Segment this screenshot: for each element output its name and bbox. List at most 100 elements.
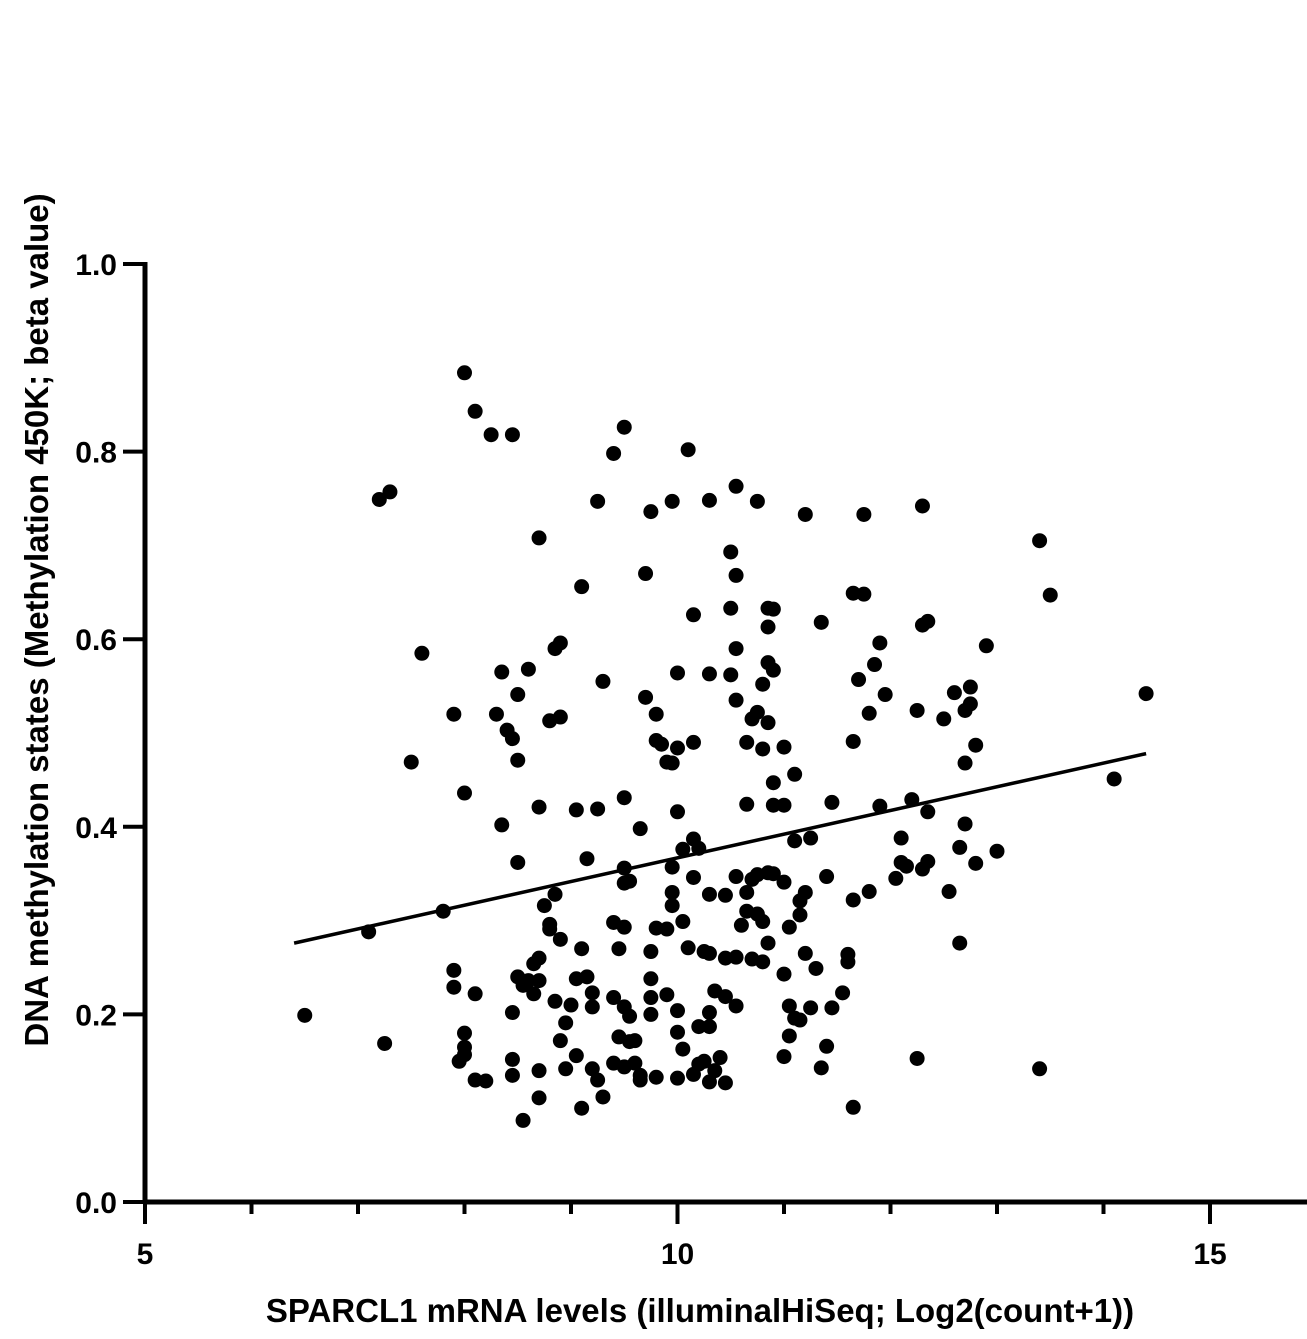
data-point xyxy=(909,1050,925,1066)
data-point xyxy=(520,661,536,677)
data-point xyxy=(457,785,472,801)
data-point xyxy=(536,898,552,914)
data-point xyxy=(531,1063,547,1079)
data-point xyxy=(504,1005,520,1021)
data-point xyxy=(531,1090,547,1106)
data-point xyxy=(835,985,851,1001)
data-point xyxy=(552,635,568,651)
data-point xyxy=(643,504,659,520)
data-point xyxy=(616,419,632,435)
data-point xyxy=(638,566,654,582)
data-point xyxy=(595,1089,611,1105)
x-axis-title: SPARCL1 mRNA levels (illuminalHiSeq; Log… xyxy=(266,1292,1134,1329)
y-tick-label: 0.6 xyxy=(75,624,117,657)
data-point xyxy=(579,851,595,867)
data-point xyxy=(733,917,749,933)
data-point xyxy=(792,893,808,909)
data-point xyxy=(377,1035,393,1051)
data-point xyxy=(606,1055,622,1071)
data-point xyxy=(914,861,930,877)
data-point xyxy=(749,704,765,720)
data-point xyxy=(776,874,792,890)
data-point xyxy=(414,645,430,661)
data-point xyxy=(664,884,680,900)
data-point xyxy=(622,1008,638,1024)
data-point xyxy=(648,1069,664,1085)
data-point xyxy=(685,607,701,623)
data-point xyxy=(872,635,888,651)
data-point xyxy=(787,766,803,782)
data-point xyxy=(941,884,957,900)
data-point xyxy=(819,1038,835,1054)
data-point xyxy=(728,641,744,657)
data-point xyxy=(707,983,723,999)
data-point xyxy=(664,493,680,509)
data-point xyxy=(701,886,717,902)
data-point xyxy=(531,950,547,966)
data-point xyxy=(739,796,755,812)
data-point xyxy=(898,858,914,874)
data-point xyxy=(781,1028,797,1044)
data-point xyxy=(776,966,792,982)
data-point xyxy=(467,403,483,419)
data-point xyxy=(765,866,781,882)
data-point xyxy=(664,859,680,875)
data-point xyxy=(765,797,781,813)
data-point xyxy=(584,999,600,1015)
data-point xyxy=(957,816,973,832)
data-point xyxy=(755,954,771,970)
data-point xyxy=(574,1100,590,1116)
data-point xyxy=(1042,587,1058,603)
data-point xyxy=(297,1007,313,1023)
data-point xyxy=(494,817,510,833)
y-tick-label: 1.0 xyxy=(75,249,117,282)
data-point xyxy=(691,1019,707,1035)
data-point xyxy=(616,919,632,935)
data-point xyxy=(723,667,739,683)
data-point xyxy=(643,990,659,1006)
data-point xyxy=(957,755,973,771)
data-point xyxy=(701,1005,717,1021)
data-point xyxy=(515,1112,531,1128)
data-point xyxy=(781,998,797,1014)
data-point xyxy=(504,731,520,747)
data-point xyxy=(552,709,568,725)
data-point xyxy=(728,692,744,708)
data-point xyxy=(723,544,739,560)
data-point xyxy=(717,1075,733,1091)
data-point xyxy=(776,1049,792,1065)
data-point xyxy=(547,993,563,1009)
data-point xyxy=(808,960,824,976)
data-point xyxy=(824,794,840,810)
data-point xyxy=(595,673,611,689)
data-point xyxy=(670,1003,685,1019)
data-point xyxy=(728,478,744,494)
data-point xyxy=(510,854,526,870)
data-point xyxy=(670,804,685,820)
data-point xyxy=(755,914,771,930)
data-point xyxy=(872,798,888,814)
data-point xyxy=(515,977,531,993)
x-tick-label: 10 xyxy=(661,1238,694,1271)
data-point xyxy=(659,921,675,937)
data-point xyxy=(670,1024,685,1040)
data-point xyxy=(457,1047,472,1063)
data-point xyxy=(643,1006,659,1022)
trend-line xyxy=(293,751,1147,945)
data-point xyxy=(893,830,909,846)
data-point xyxy=(568,802,584,818)
x-axis-ticks: 5 10 15 xyxy=(137,1202,1227,1271)
data-point xyxy=(952,839,968,855)
data-point xyxy=(946,685,962,701)
data-point xyxy=(813,614,829,630)
data-point xyxy=(488,706,504,722)
data-point xyxy=(749,493,765,509)
data-point xyxy=(701,1074,717,1090)
data-point xyxy=(1138,686,1154,702)
data-point xyxy=(712,1050,728,1066)
data-point xyxy=(792,907,808,923)
data-point xyxy=(978,638,994,654)
data-point xyxy=(728,869,744,885)
data-point xyxy=(675,1041,691,1057)
data-point xyxy=(579,969,595,985)
